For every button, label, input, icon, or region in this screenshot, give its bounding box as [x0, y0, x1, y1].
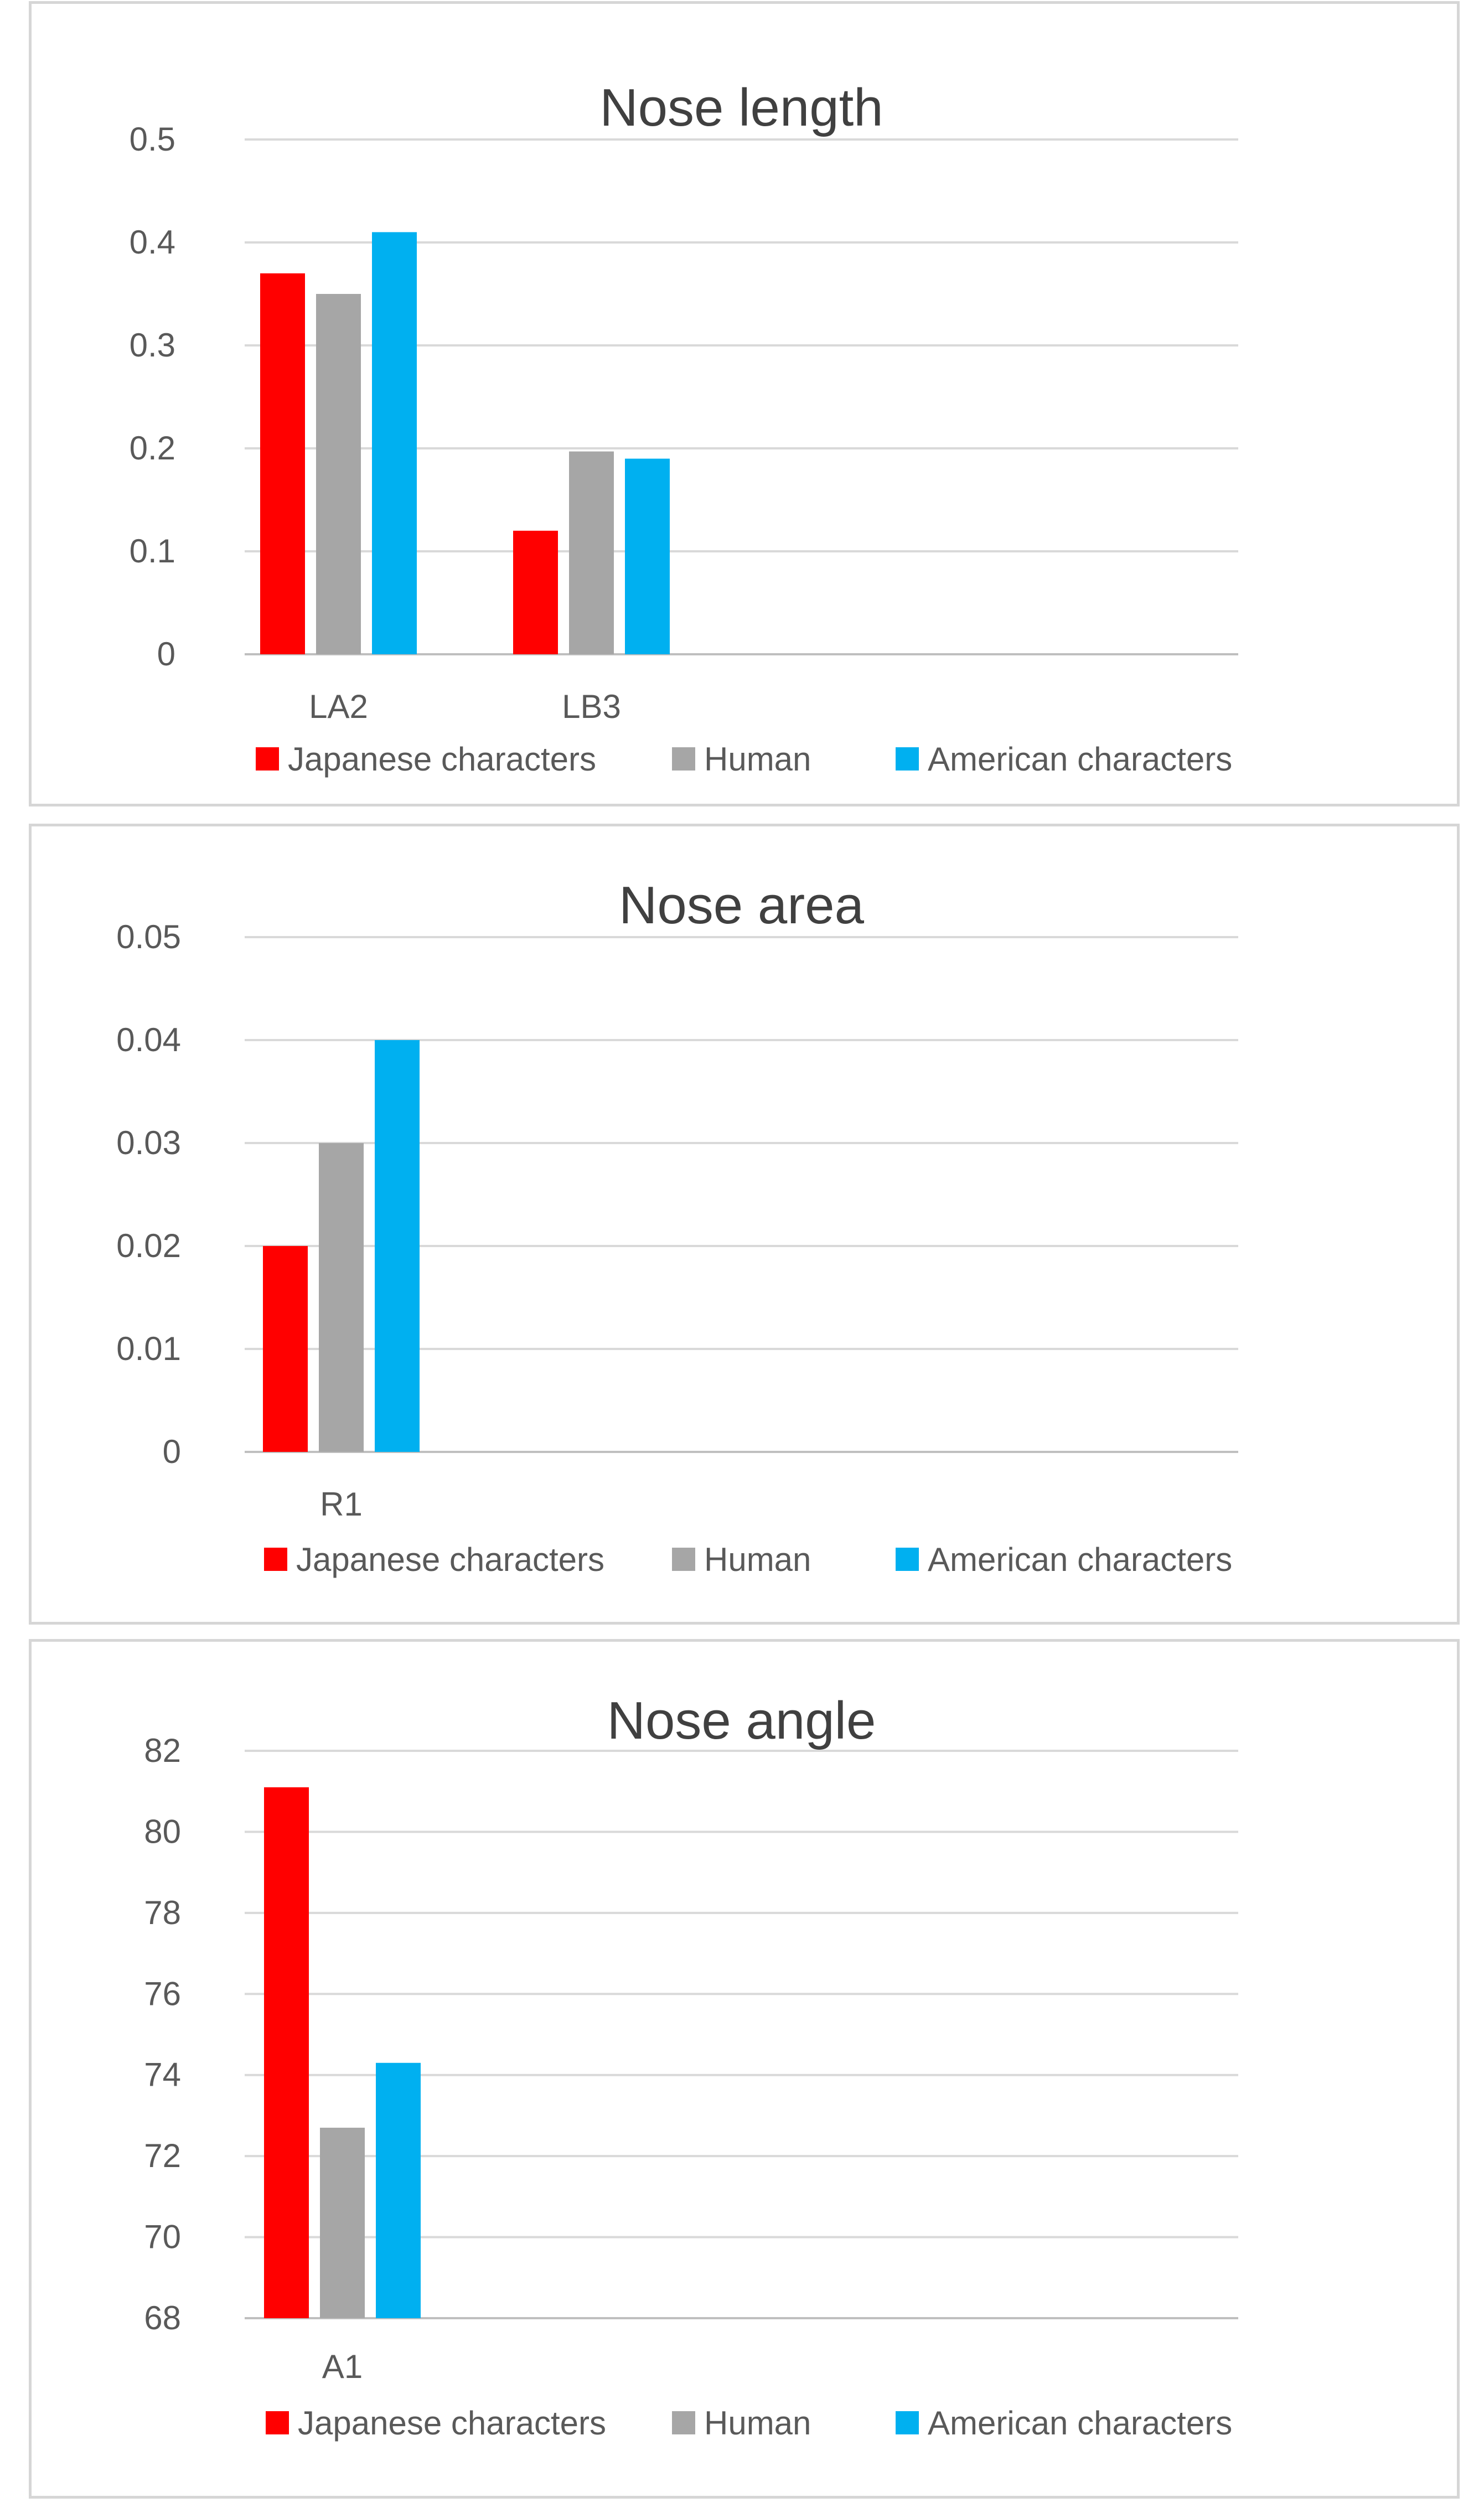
legend-label: Japanese characters: [298, 2405, 606, 2442]
legend-label: American characters: [928, 741, 1232, 778]
bar-lb3-american-characters: [625, 458, 670, 654]
nose-angle-plot: Nose angle 68 70 72 74 76 78 80 82 A1 Japanese cha…: [144, 1691, 1238, 2442]
x-category-label: A1: [322, 2348, 363, 2385]
bar-a1-human: [320, 2127, 365, 2318]
y-tick-label: 0.02: [116, 1227, 181, 1264]
legend-label: American characters: [928, 1541, 1232, 1578]
nose-area-chart: Nose area 0 0.01 0.02 0.03 0.04 0.05 R1 Japanese…: [29, 824, 1460, 1625]
bar-la2-japanese-characters: [260, 273, 305, 654]
legend-swatch: [672, 2411, 695, 2434]
legend-swatch: [896, 747, 919, 771]
bar-r1-japanese-characters: [263, 1246, 308, 1452]
legend-label: Human: [704, 2405, 811, 2442]
bar-lb3-human: [569, 451, 614, 654]
y-tick-label: 68: [144, 2299, 181, 2336]
y-tick-label: 0: [157, 635, 175, 673]
bar-a1-american-characters: [376, 2062, 421, 2318]
chart-title: Nose length: [599, 78, 883, 137]
y-tick-label: 0.03: [116, 1124, 181, 1161]
legend-swatch: [896, 1548, 919, 1571]
chart-title: Nose area: [619, 876, 865, 935]
y-tick-label: 0.5: [130, 121, 175, 158]
legend-label: American characters: [928, 2405, 1232, 2442]
x-category-label: LB3: [562, 688, 621, 725]
y-tick-label: 0.1: [130, 532, 175, 570]
y-tick-label: 0.04: [116, 1021, 181, 1058]
bar-la2-human: [316, 294, 361, 654]
legend-label: Human: [704, 1541, 811, 1578]
y-tick-label: 0.01: [116, 1330, 181, 1367]
legend-swatch: [896, 2411, 919, 2434]
bar-r1-american-characters: [375, 1040, 420, 1452]
x-category-label: LA2: [309, 688, 368, 725]
nose-length-plot: Nose length 0 0.1 0.2 0.3 0.4 0.5 LA2 LB3 Japanes…: [130, 78, 1238, 778]
legend-swatch: [264, 1548, 287, 1571]
legend-swatch: [256, 747, 279, 771]
legend-label: Japanese characters: [288, 741, 596, 778]
y-tick-label: 70: [144, 2219, 181, 2256]
y-tick-label: 0: [163, 1433, 181, 1470]
y-tick-label: 82: [144, 1732, 181, 1769]
nose-area-plot: Nose area 0 0.01 0.02 0.03 0.04 0.05 R1 Japanese…: [116, 876, 1238, 1578]
bar-la2-american-characters: [372, 232, 417, 654]
y-tick-label: 80: [144, 1813, 181, 1850]
legend-label: Japanese characters: [296, 1541, 604, 1578]
y-tick-label: 0.2: [130, 430, 175, 467]
y-tick-label: 0.05: [116, 918, 181, 955]
x-category-label: R1: [320, 1486, 363, 1523]
y-tick-label: 78: [144, 1894, 181, 1931]
y-tick-label: 74: [144, 2056, 181, 2093]
legend-swatch: [266, 2411, 289, 2434]
bar-a1-japanese-characters: [264, 1787, 309, 2318]
legend-swatch: [672, 747, 695, 771]
bar-r1-human: [319, 1143, 364, 1452]
chart-title: Nose angle: [607, 1691, 876, 1750]
bar-lb3-japanese-characters: [513, 530, 558, 654]
y-tick-label: 0.4: [130, 224, 175, 261]
nose-angle-chart: Nose angle 68 70 72 74 76 78 80 82 A1 Japanese cha…: [29, 1639, 1460, 2499]
legend-label: Human: [704, 741, 811, 778]
y-tick-label: 0.3: [130, 327, 175, 364]
nose-length-chart: Nose length 0 0.1 0.2 0.3 0.4 0.5 LA2 LB3 Japanes…: [29, 1, 1460, 806]
y-tick-label: 76: [144, 1975, 181, 2012]
y-tick-label: 72: [144, 2137, 181, 2174]
legend-swatch: [672, 1548, 695, 1571]
